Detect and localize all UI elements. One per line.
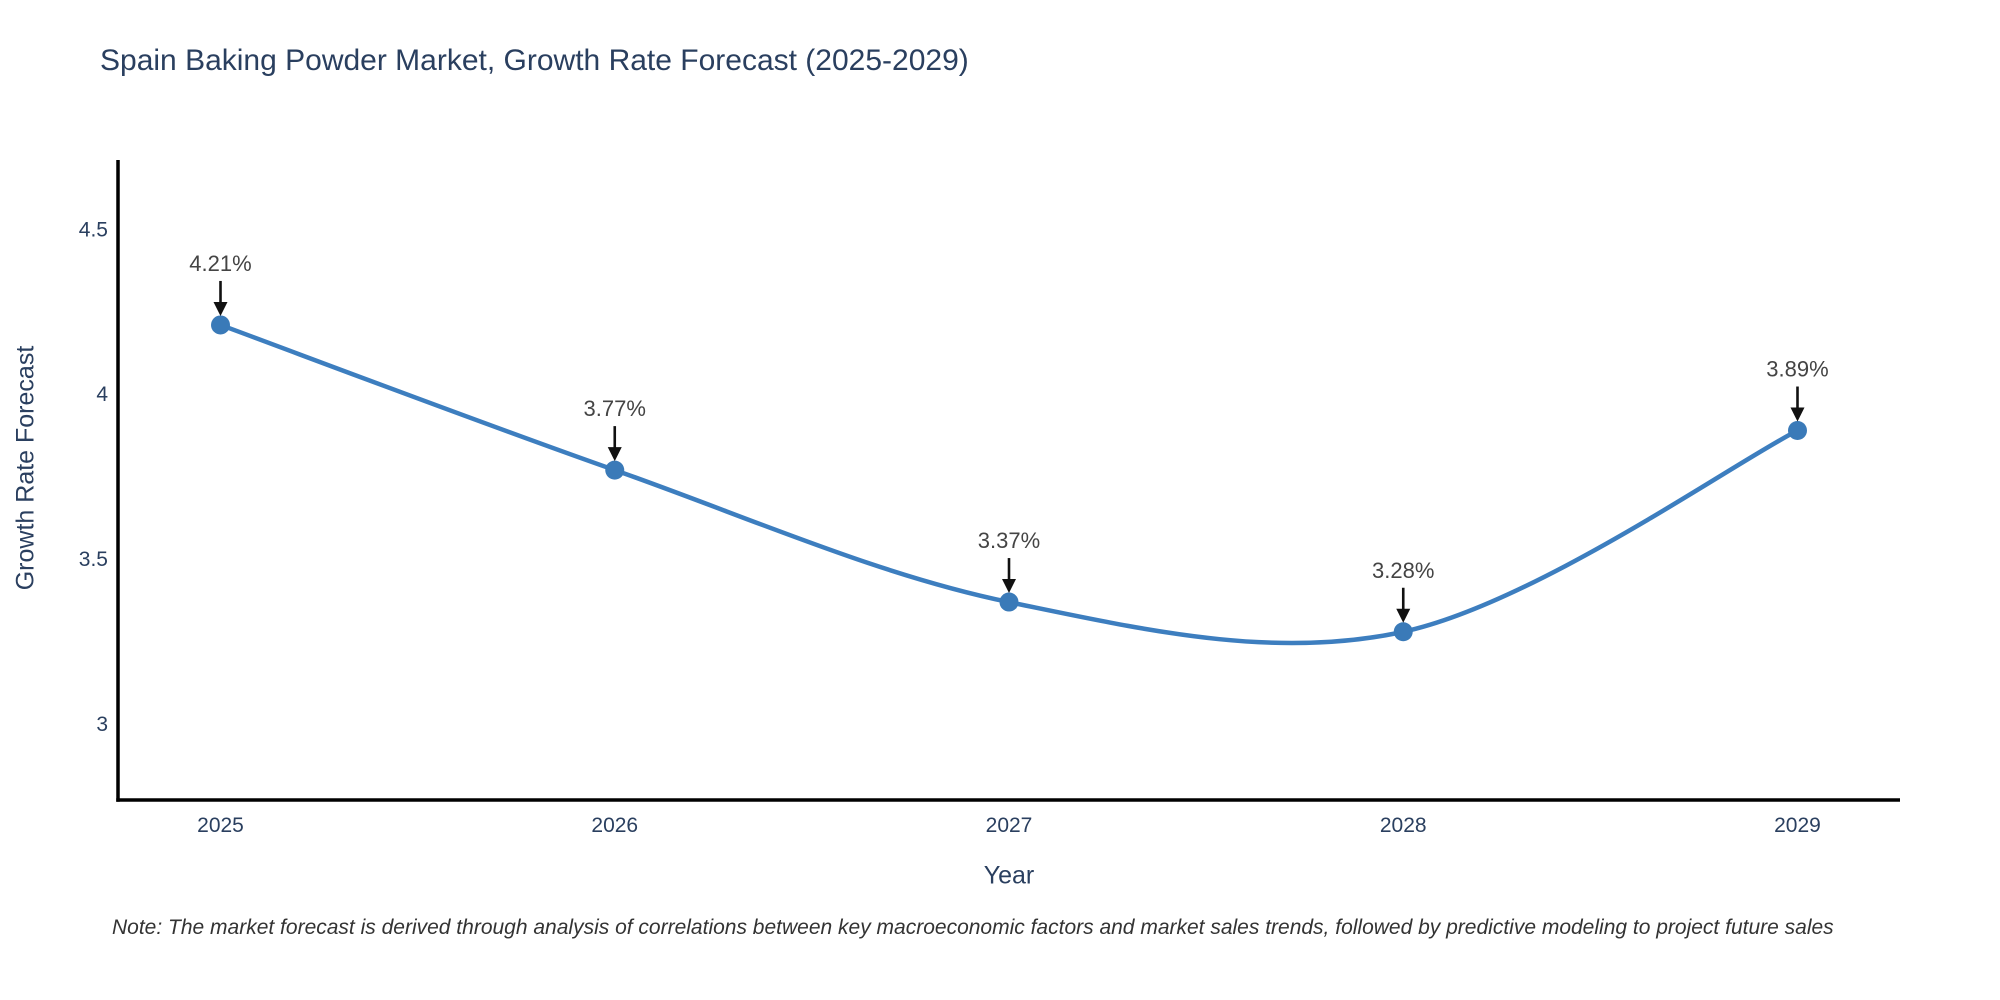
- x-tick-label: 2027: [986, 814, 1033, 837]
- annotation-arrowhead-icon: [213, 301, 228, 316]
- annotation-arrowhead-icon: [607, 447, 622, 462]
- annotation-label: 3.77%: [584, 396, 646, 421]
- data-point-marker[interactable]: [1787, 421, 1807, 441]
- annotation-label: 3.28%: [1372, 558, 1434, 583]
- data-point-marker[interactable]: [999, 592, 1019, 612]
- y-tick-label: 4: [96, 383, 108, 406]
- y-tick-label: 4.5: [79, 218, 108, 241]
- x-axis-title: Year: [983, 861, 1035, 890]
- x-tick-label: 2028: [1380, 814, 1427, 837]
- chart-title: Spain Baking Powder Market, Growth Rate …: [100, 44, 969, 77]
- annotation-label: 3.37%: [978, 528, 1040, 553]
- annotation-label: 4.21%: [189, 251, 251, 276]
- annotation-arrowhead-icon: [1396, 608, 1411, 623]
- annotation-label: 3.89%: [1766, 357, 1828, 382]
- annotation-arrowhead-icon: [1002, 579, 1016, 594]
- footnote-text: Note: The market forecast is derived thr…: [112, 916, 1834, 939]
- x-tick-label: 2026: [591, 814, 638, 837]
- y-tick-label: 3: [96, 713, 108, 736]
- annotation-arrowhead-icon: [1790, 407, 1805, 422]
- data-point-marker[interactable]: [211, 315, 231, 335]
- x-tick-label: 2029: [1774, 814, 1821, 837]
- data-point-marker[interactable]: [1393, 622, 1413, 642]
- data-point-marker[interactable]: [605, 460, 625, 480]
- x-tick-label: 2025: [197, 814, 244, 837]
- y-tick-label: 3.5: [79, 548, 108, 571]
